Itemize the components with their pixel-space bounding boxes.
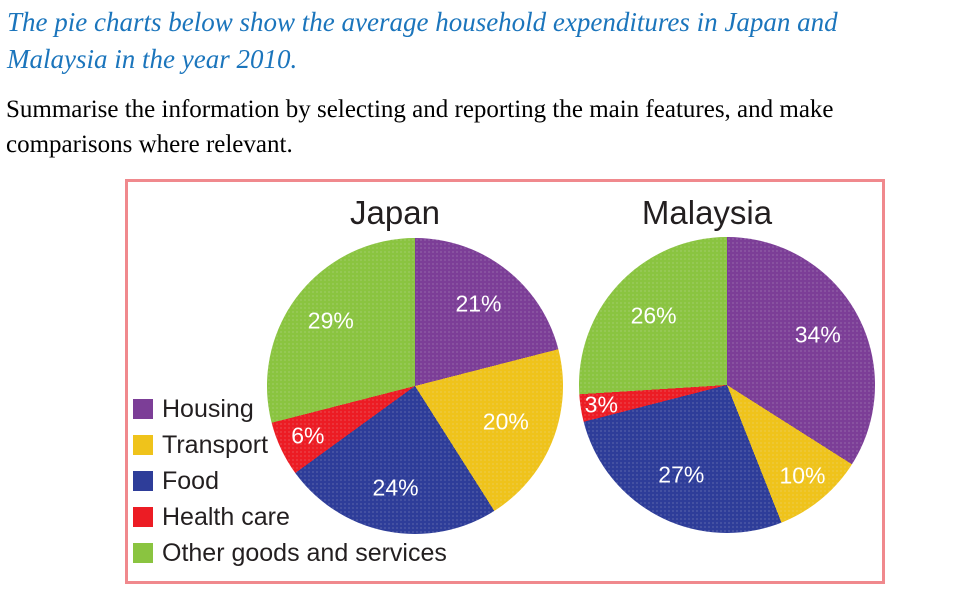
legend-label: Health care: [162, 502, 290, 531]
legend-item: Transport: [133, 427, 473, 463]
pie-percent-label: 10%: [779, 462, 826, 489]
pie-percent-label: 3%: [584, 391, 618, 418]
legend: Housing Transport Food Health care Other goo…: [133, 391, 473, 571]
task-prompt-line2: Malaysia in the year 2010.: [7, 44, 298, 74]
task-prompt: The pie charts below show the average ho…: [7, 4, 838, 78]
legend-item: Food: [133, 463, 473, 499]
legend-label: Housing: [162, 394, 254, 423]
chart-title-japan: Japan: [350, 194, 440, 231]
pie-percent-label: 24%: [372, 474, 419, 501]
legend-item: Health care: [133, 499, 473, 535]
task-prompt-line1: The pie charts below show the average ho…: [7, 7, 838, 37]
pie-percent-label: 34%: [794, 321, 841, 348]
chart-title-malaysia: Malaysia: [641, 194, 773, 231]
legend-swatch-icon: [133, 507, 153, 527]
legend-swatch-icon: [133, 399, 153, 419]
legend-swatch-icon: [133, 471, 153, 491]
legend-label: Food: [162, 466, 219, 495]
task-instruction-line2: comparisons where relevant.: [6, 131, 293, 158]
task-instruction-line1: Summarise the information by selecting a…: [6, 96, 834, 123]
pie-percent-label: 20%: [482, 408, 529, 435]
pie-chart-japan: 21% 20% 24% 6% 29%: [267, 238, 563, 534]
legend-label: Other goods and services: [162, 538, 447, 567]
pie-percent-label: 21%: [455, 290, 502, 317]
legend-swatch-icon: [133, 543, 153, 563]
pie-chart-malaysia: 34% 10% 27% 3% 26%: [579, 237, 875, 533]
pie-percent-label: 6%: [291, 422, 325, 449]
pie-percent-label: 27%: [658, 461, 705, 488]
legend-swatch-icon: [133, 435, 153, 455]
legend-item: Housing: [133, 391, 473, 427]
task-instruction: Summarise the information by selecting a…: [6, 92, 834, 162]
figure-frame: Japan Malaysia 21% 20% 24% 6% 29% 34% 10% 27% 3…: [125, 179, 885, 584]
pie-percent-label: 29%: [307, 307, 354, 334]
legend-label: Transport: [162, 430, 269, 459]
pie-percent-label: 26%: [630, 302, 677, 329]
legend-item: Other goods and services: [133, 535, 473, 571]
